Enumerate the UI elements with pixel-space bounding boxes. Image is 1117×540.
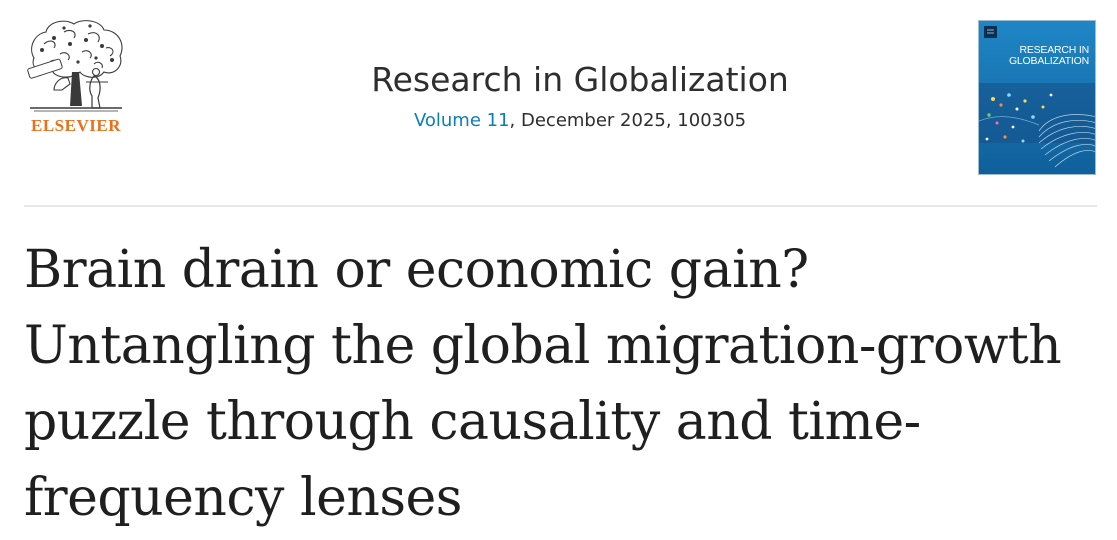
journal-title-link[interactable]: Research in Globalization	[371, 60, 789, 99]
cover-title-line-2: GLOBALIZATION	[1008, 55, 1089, 67]
volume-link[interactable]: Volume 11	[413, 110, 510, 131]
cover-title-line-1: RESEARCH IN	[1019, 44, 1089, 56]
journal-cover-image[interactable]: RESEARCH IN GLOBALIZATION	[978, 20, 1096, 175]
cover-title: RESEARCH IN GLOBALIZATION	[989, 45, 1089, 67]
article-title: Brain drain or economic gain? Untangling…	[24, 240, 1062, 528]
issue-details: , December 2025, 100305	[509, 110, 747, 131]
elsevier-tree-icon	[27, 20, 123, 112]
publisher-name: ELSEVIER	[31, 116, 121, 135]
publisher-logo[interactable]: ELSEVIER	[24, 18, 128, 136]
cover-artwork	[979, 21, 1095, 174]
journal-issue-info: Volume 11, December 2025, 100305	[200, 110, 960, 131]
header-divider	[24, 205, 1097, 207]
journal-header: Research in Globalization Volume 11, Dec…	[200, 60, 960, 131]
